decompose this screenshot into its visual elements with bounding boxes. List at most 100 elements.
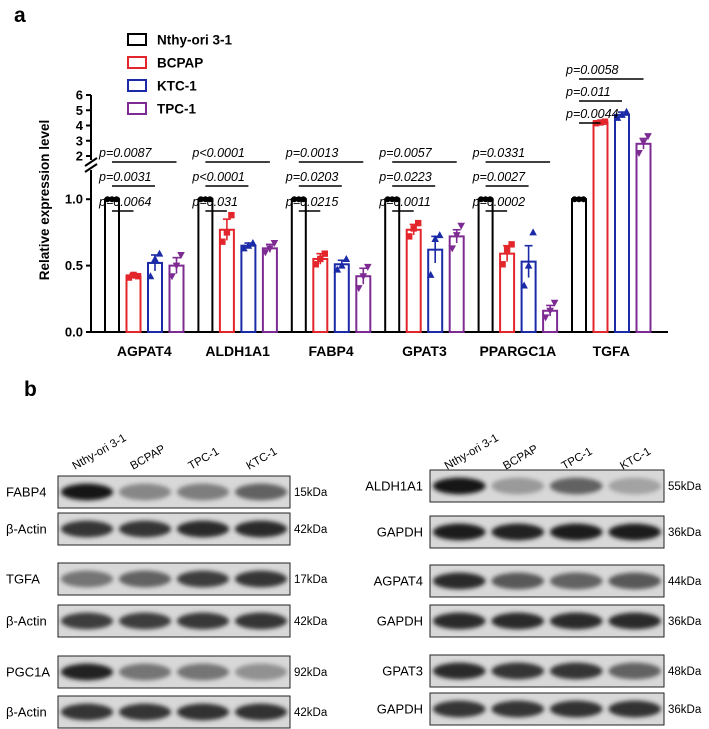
data-point bbox=[155, 249, 164, 257]
blot-band bbox=[608, 572, 662, 590]
data-point bbox=[359, 273, 368, 281]
blot-band bbox=[234, 520, 288, 538]
data-point bbox=[426, 270, 435, 278]
bars bbox=[104, 107, 652, 334]
p-value: p=0.0087 bbox=[98, 146, 153, 160]
data-point bbox=[219, 238, 226, 245]
category-label: AGPAT4 bbox=[117, 343, 172, 359]
blot-band bbox=[549, 477, 603, 495]
blot-size: 36kDa bbox=[668, 527, 702, 539]
blot-band bbox=[549, 612, 603, 630]
data-point bbox=[333, 265, 342, 273]
blot-band bbox=[234, 663, 288, 681]
legend-swatch bbox=[127, 79, 147, 92]
significance-brackets: p=0.0087 p=0.0031 p=0.0064 p<0.0001 p<0.0001… bbox=[98, 63, 644, 212]
blot-band bbox=[176, 570, 230, 588]
data-point bbox=[580, 196, 587, 203]
blot-band bbox=[491, 572, 545, 590]
data-point bbox=[478, 196, 485, 203]
blot-band bbox=[491, 612, 545, 630]
p-value: p=0.0058 bbox=[565, 63, 619, 77]
blot-size: 42kDa bbox=[294, 707, 328, 719]
bar-tgfa-3 bbox=[635, 142, 652, 333]
lane-label: BCPAP bbox=[129, 443, 168, 473]
blot-label: GPAT3 bbox=[382, 664, 423, 679]
data-point bbox=[355, 285, 363, 293]
blot-label: TGFA bbox=[6, 572, 40, 587]
blot-band bbox=[491, 700, 545, 718]
p-value: p=0.031 bbox=[191, 195, 238, 209]
lane-label: TPC-1 bbox=[560, 446, 595, 473]
data-point bbox=[571, 196, 578, 203]
blot-band bbox=[234, 483, 288, 501]
blot-band bbox=[491, 477, 545, 495]
lane-label: Nthy-ori 3-1 bbox=[443, 432, 501, 472]
data-point bbox=[146, 272, 155, 280]
data-point bbox=[270, 240, 279, 248]
data-point bbox=[249, 239, 257, 247]
blot-band bbox=[60, 703, 114, 721]
blot-band bbox=[234, 703, 288, 721]
data-point bbox=[499, 261, 506, 268]
data-point bbox=[197, 196, 204, 203]
panel-label-b: b bbox=[24, 378, 37, 401]
blot-band bbox=[60, 612, 114, 630]
blot-band bbox=[118, 483, 172, 501]
blot-label: PGC1A bbox=[6, 665, 50, 680]
blot-band bbox=[60, 483, 114, 501]
data-point bbox=[291, 196, 298, 203]
data-point bbox=[312, 261, 319, 268]
blot-size: 36kDa bbox=[668, 704, 702, 716]
p-value: p=0.011 bbox=[565, 85, 611, 99]
data-point bbox=[576, 196, 582, 203]
lane-label: BCPAP bbox=[501, 443, 540, 473]
data-point bbox=[601, 118, 609, 125]
bar-fabp4-0 bbox=[290, 198, 307, 333]
bar-tgfa-0 bbox=[571, 198, 587, 333]
blot-band bbox=[491, 523, 545, 541]
p-value: p<0.0001 bbox=[191, 146, 244, 160]
blot-band bbox=[608, 477, 662, 495]
legend-entry: TPC-1 bbox=[157, 102, 196, 117]
blot-band bbox=[432, 523, 486, 541]
blot-label: AGPAT4 bbox=[374, 574, 423, 589]
blot-band bbox=[432, 700, 486, 718]
p-value: p=0.0044 bbox=[565, 107, 619, 121]
blot-band bbox=[176, 663, 230, 681]
bar-tgfa-2 bbox=[614, 113, 630, 333]
blot-band bbox=[118, 663, 172, 681]
bar-gpat3-0 bbox=[384, 198, 401, 333]
bar-aldh1a1-1 bbox=[218, 228, 235, 334]
bar-chart: Relative expression level 0.0 0.5 1.0 23456… bbox=[37, 33, 668, 359]
data-point bbox=[104, 196, 111, 203]
blot-label: GAPDH bbox=[377, 702, 423, 717]
bar-agpat4-0 bbox=[104, 198, 120, 333]
data-point bbox=[172, 262, 181, 270]
bar-fabp4-2 bbox=[333, 263, 350, 333]
category-label: GPAT3 bbox=[402, 343, 447, 359]
lane-label: Nthy-ori 3-1 bbox=[71, 432, 129, 472]
y-tick-label: 4 bbox=[76, 118, 84, 133]
bar-aldh1a1-2 bbox=[240, 244, 257, 333]
bar-fabp4-3 bbox=[355, 275, 372, 334]
p-value: p=0.0011 bbox=[378, 195, 431, 209]
p-value: p=0.0203 bbox=[285, 170, 339, 184]
data-point bbox=[261, 249, 270, 257]
blot-band bbox=[176, 703, 230, 721]
data-point bbox=[109, 196, 115, 203]
blot-band bbox=[549, 662, 603, 680]
legend-swatch bbox=[127, 33, 147, 46]
blot-band bbox=[432, 572, 486, 590]
legend: Nthy-ori 3-1 BCPAP KTC-1 TPC-1 bbox=[127, 33, 233, 117]
data-point bbox=[266, 245, 274, 253]
bar-ppargc1a-0 bbox=[477, 198, 494, 333]
p-value: p=0.0031 bbox=[98, 170, 151, 184]
category-labels: AGPAT4 ALDH1A1 FABP4 GPAT3 PPARGC1A TGFA bbox=[117, 343, 630, 359]
blot-label: ALDH1A1 bbox=[365, 479, 423, 494]
bar-agpat4-1 bbox=[125, 275, 142, 334]
data-point bbox=[622, 107, 631, 115]
western-blot-right: Nthy-ori 3-1 BCPAP TPC-1 KTC-1 ALDH1A1 55kDa G… bbox=[365, 432, 702, 726]
data-point bbox=[524, 261, 533, 269]
blot-band bbox=[608, 662, 662, 680]
